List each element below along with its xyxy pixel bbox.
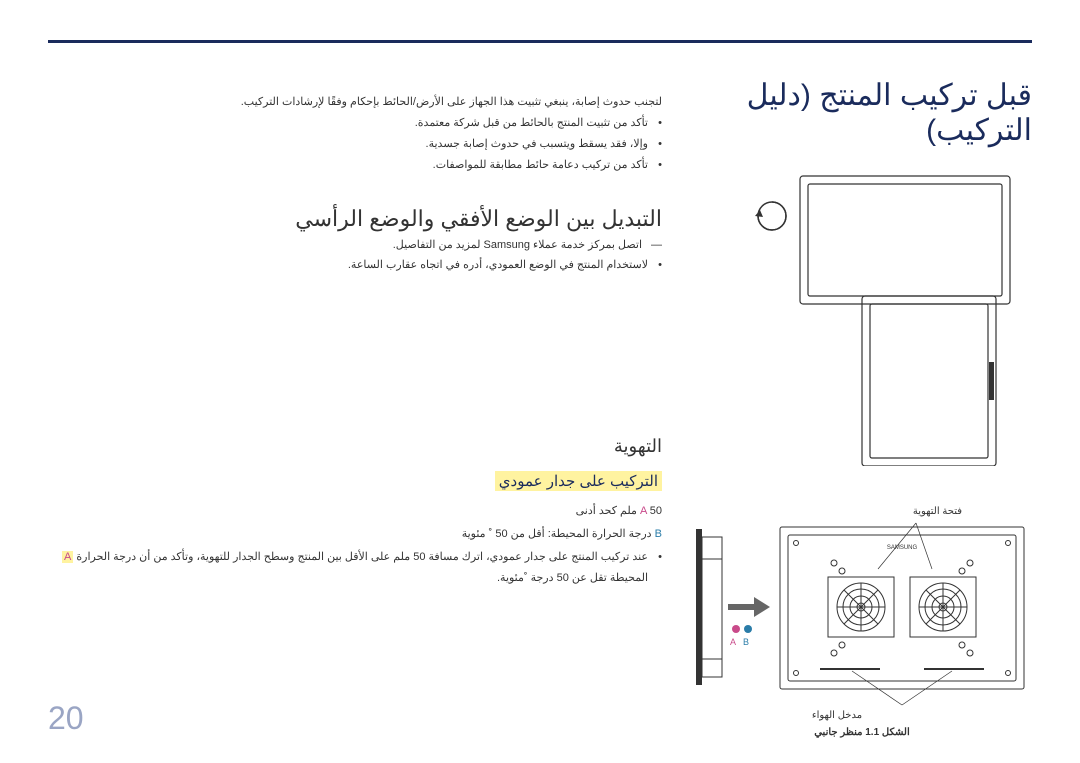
vent-bullet-tail: المحيطة تقل عن 50 درجة ˚مئوية. xyxy=(497,572,648,584)
orientation-bullet: لاستخدام المنتج في الوضع العمودي، أدره ف… xyxy=(48,255,662,276)
warning-list: تأكد من تثبيت المنتج بالحائط من قبل شركة… xyxy=(48,113,662,176)
label-b: B xyxy=(655,528,662,540)
figure-rotation xyxy=(692,166,1032,466)
ventilation-heading: التهوية xyxy=(48,436,662,457)
def-b: B درجة الحرارة المحيطة: أقل من 50 ˚ مئوي… xyxy=(48,524,662,545)
page-title: قبل تركيب المنتج (دليل التركيب) xyxy=(692,78,1032,148)
vent-bullet-a: A xyxy=(62,551,73,563)
orientation-heading: التبديل بين الوضع الأفقي والوضع الرأسي xyxy=(48,206,662,232)
ventilation-bullet: عند تركيب المنتج على جدار عمودي، اترك مس… xyxy=(48,547,662,589)
fig-a-label: A xyxy=(730,637,736,647)
page-number: 20 xyxy=(48,700,84,737)
warning-intro: لتجنب حدوث إصابة، ينبغي تثبيت هذا الجهاز… xyxy=(48,92,662,113)
vent-bullet-main: عند تركيب المنتج على جدار عمودي، اترك مس… xyxy=(76,551,648,563)
text-column: لتجنب حدوث إصابة، ينبغي تثبيت هذا الجهاز… xyxy=(48,78,662,698)
orientation-list: لاستخدام المنتج في الوضع العمودي، أدره ف… xyxy=(48,255,662,276)
content-columns: قبل تركيب المنتج (دليل التركيب) xyxy=(48,78,1032,698)
ventilation-list: عند تركيب المنتج على جدار عمودي، اترك مس… xyxy=(48,547,662,589)
fig-b-label: B xyxy=(743,637,749,647)
def-a-text: 50 ملم كحد أدنى xyxy=(576,505,662,517)
label-a: A xyxy=(640,505,647,517)
svg-text:SAMSUNG: SAMSUNG xyxy=(887,545,918,551)
warning-item: وإلا، فقد يسقط ويتسبب في حدوث إصابة جسدي… xyxy=(48,134,662,155)
figures-column: قبل تركيب المنتج (دليل التركيب) xyxy=(692,78,1032,698)
def-b-text: درجة الحرارة المحيطة: أقل من 50 ˚ مئوية xyxy=(462,528,652,540)
fig-caption: الشكل 1.1 منظر جانبي xyxy=(692,727,1032,738)
ventilation-subheading: التركيب على جدار عمودي xyxy=(495,471,662,491)
page-root: قبل تركيب المنتج (دليل التركيب) xyxy=(0,0,1080,763)
fig-bottom-label: مدخل الهواء xyxy=(692,710,982,721)
orientation-note: اتصل بمركز خدمة عملاء Samsung لمزيد من ا… xyxy=(48,236,662,256)
warning-item: تأكد من تركيب دعامة حائط مطابقة للمواصفا… xyxy=(48,155,662,176)
rotation-diagram xyxy=(692,166,1032,466)
def-a: A 50 ملم كحد أدنى xyxy=(48,501,662,522)
warning-item: تأكد من تثبيت المنتج بالحائط من قبل شركة… xyxy=(48,113,662,134)
figure-backpanel: فتحة التهوية xyxy=(692,506,1032,738)
top-accent-bar xyxy=(48,40,1032,43)
backpanel-diagram: SAMSUNG xyxy=(692,519,1032,709)
fig-top-label: فتحة التهوية xyxy=(692,506,1032,517)
